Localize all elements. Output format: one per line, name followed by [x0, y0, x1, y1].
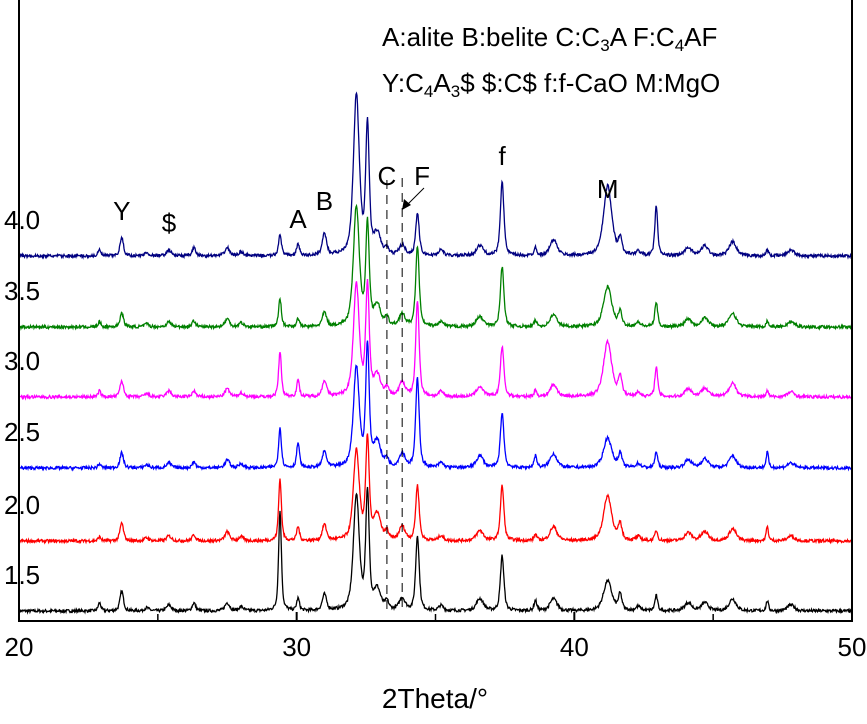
- series-label-3.5: 3.5: [4, 276, 40, 306]
- peak-annotation-6: f: [499, 141, 507, 171]
- legend-text: A:alite B:belite C:C: [382, 22, 600, 52]
- legend-subscript: 4: [424, 82, 433, 101]
- legend-text: A F:C: [610, 22, 675, 52]
- x-tick-label: 30: [282, 632, 311, 662]
- legend-subscript: 3: [451, 82, 460, 101]
- series-line-4.0: [18, 91, 853, 260]
- legend-text: Y:C: [382, 68, 424, 98]
- legend-subscript: 4: [675, 36, 684, 55]
- arrow-head-icon: [402, 199, 411, 210]
- reference-lines: [386, 178, 403, 611]
- legend-text: A: [433, 68, 451, 98]
- series-label-2.5: 2.5: [4, 417, 40, 447]
- series-label-3.0: 3.0: [4, 346, 40, 376]
- series-labels: 1.5 2.0 2.5 3.0 3.5 4.0: [4, 205, 40, 590]
- series-line-2.0: [18, 433, 853, 545]
- series-line-3.0: [18, 279, 853, 401]
- legend-text: AF: [684, 22, 717, 52]
- legend-subscript: 3: [600, 36, 609, 55]
- series-line-3.5: [18, 203, 853, 331]
- legend-line-1: Y:C4A3$ $:C$ f:f-CaO M:MgO: [382, 68, 720, 101]
- x-tick-label: 40: [560, 632, 589, 662]
- x-tick-label: 20: [5, 632, 34, 662]
- peak-annotation-2: A: [289, 204, 307, 234]
- peak-annotation-0: Y: [113, 196, 130, 226]
- series-label-1.5: 1.5: [4, 560, 40, 590]
- legend-line-0: A:alite B:belite C:C3A F:C4AF: [382, 22, 717, 55]
- series-label-2.0: 2.0: [4, 490, 40, 520]
- peak-annotation-3: B: [316, 186, 333, 216]
- series-curves: [18, 91, 853, 615]
- peak-annotation-1: $: [162, 208, 177, 238]
- peak-annotation-5: F: [414, 161, 430, 191]
- x-tick-label: 50: [838, 632, 867, 662]
- peak-annotation-4: C: [378, 161, 397, 191]
- arrow-line: [405, 187, 425, 207]
- peak-annotations: Y $ AB C Ff M: [113, 141, 618, 238]
- series-line-2.5: [18, 340, 853, 472]
- x-axis-title: 2Theta/°: [382, 683, 488, 714]
- legend-text: $ $:C$ f:f-CaO M:MgO: [460, 68, 720, 98]
- peak-annotation-7: M: [597, 174, 619, 204]
- series-label-4.0: 4.0: [4, 205, 40, 235]
- axes: 20 30 40 50: [5, 0, 867, 662]
- series-line-1.5: [18, 486, 853, 615]
